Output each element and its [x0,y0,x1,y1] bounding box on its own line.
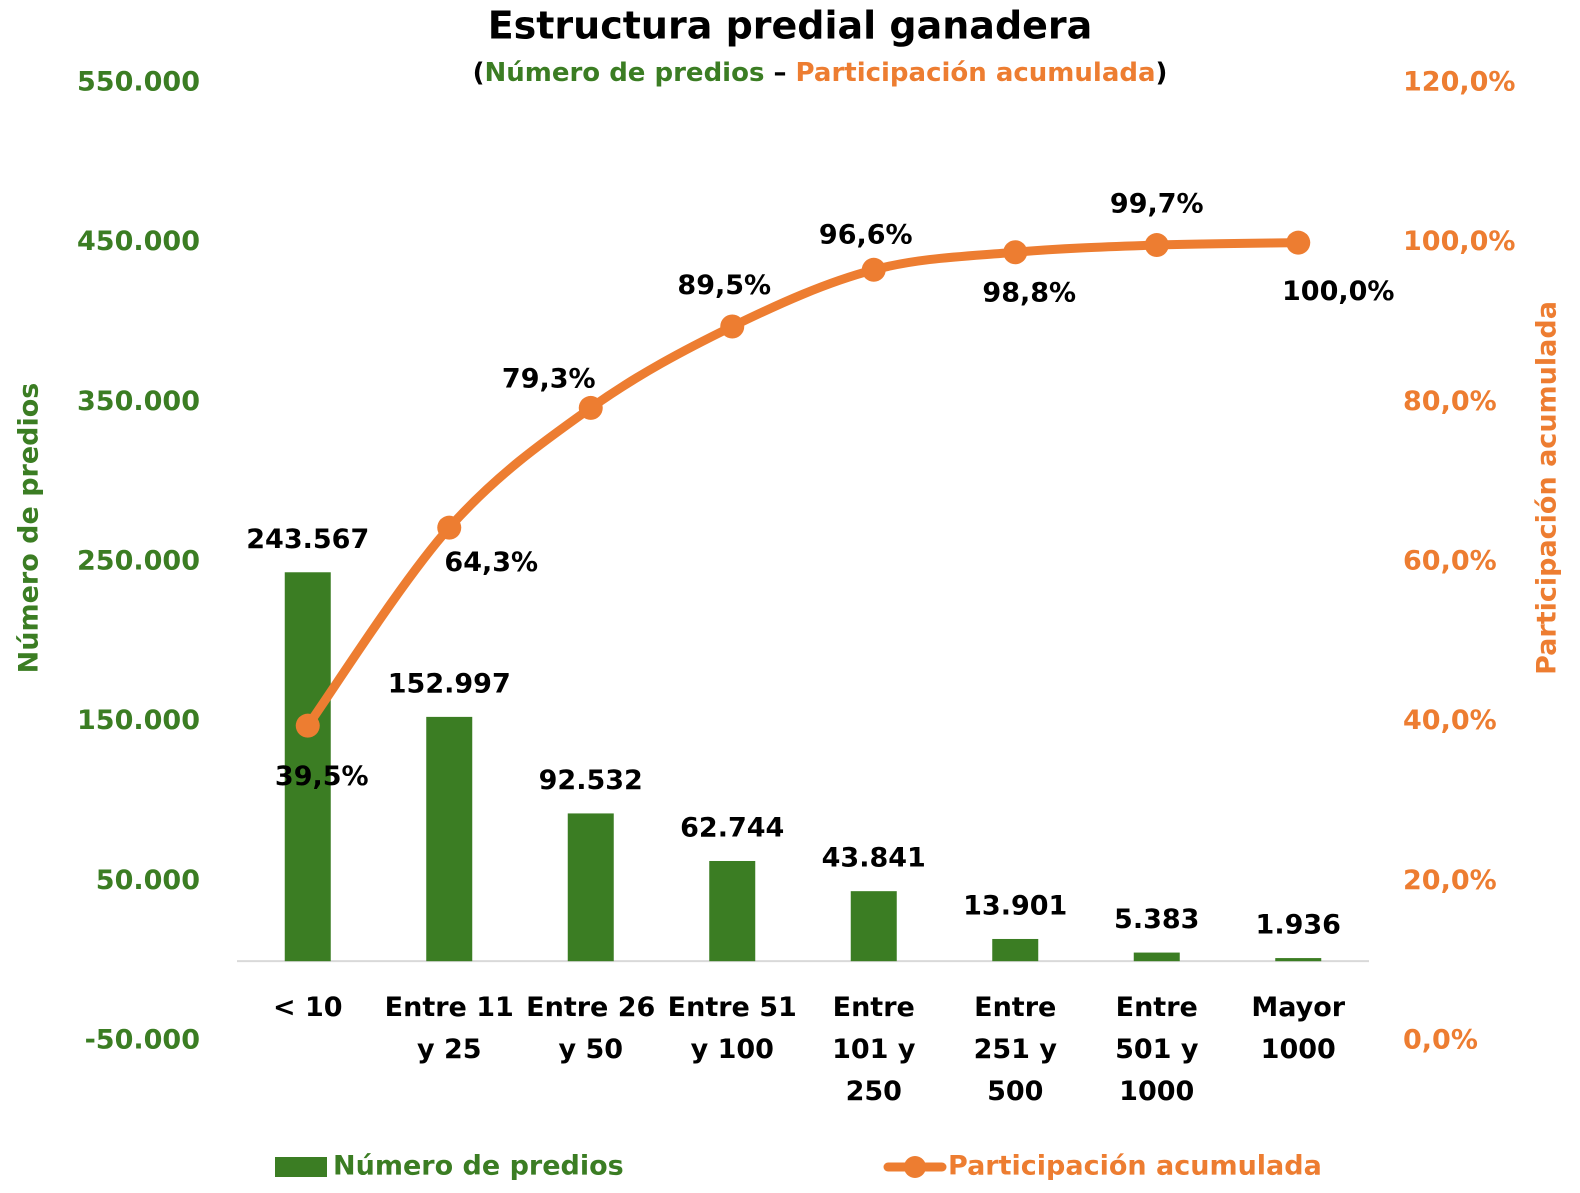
data-label: 96,6% [819,219,913,250]
legend-swatch [275,1157,327,1177]
subtitle-part: ( [473,58,485,88]
legend-swatch [904,1156,926,1178]
line-marker [578,395,603,420]
line-marker [1003,240,1028,265]
data-label: 64,3% [444,547,538,578]
y2-tick-label: 120,0% [1403,67,1515,98]
y2-tick-label: 60,0% [1403,546,1497,577]
data-label: 89,5% [677,270,771,301]
y2-tick-label: 80,0% [1403,386,1497,417]
x-tick-label: Entre 51 y 100 [668,992,797,1065]
x-tick-label: < 10 [273,992,343,1023]
y-axis-label: Número de predios [14,383,45,674]
bar [284,572,331,962]
bar [567,813,614,962]
subtitle-part: Participación acumulada [796,58,1156,88]
x-tick-label: Entre 501 y 1000 [1115,992,1199,1107]
x-tick-label: Entre 11 y 25 [385,992,514,1065]
legend-label: Número de predios [333,1151,624,1182]
bar [1133,952,1180,962]
data-label: 92.532 [539,765,643,796]
y2-tick-label: 20,0% [1403,865,1497,896]
y2-tick-label: 100,0% [1403,226,1515,257]
data-label: 99,7% [1110,189,1204,220]
y2-axis-label: Participación acumulada [1532,301,1563,675]
data-label: 152.997 [388,668,511,699]
y-tick-label: -50.000 [85,1025,200,1056]
data-label: 62.744 [680,812,784,843]
chart-title: Estructura predial ganadera [488,4,1093,48]
data-label: 98,8% [982,278,1076,309]
y-tick-label: 50.000 [96,865,200,896]
line [303,238,1303,731]
x-tick-label: Entre 101 y 250 [832,992,916,1107]
line-marker [720,314,745,339]
y-tick-label: 450.000 [77,226,200,257]
bar [850,891,897,962]
legend-label: Participación acumulada [948,1151,1322,1182]
subtitle-part: Número de predios [484,58,764,88]
data-label: 5.383 [1114,904,1199,935]
data-label: 100,0% [1282,276,1394,307]
y-tick-label: 550.000 [77,67,200,98]
bar [1275,958,1322,962]
line-marker [437,515,462,540]
y2-tick-label: 0,0% [1403,1025,1478,1056]
bar [709,860,756,962]
bar [426,716,473,962]
y2-tick-label: 40,0% [1403,705,1497,736]
y-tick-label: 250.000 [77,546,200,577]
line-marker [861,257,886,282]
data-label: 39,5% [275,761,369,792]
subtitle-part: – [764,58,795,88]
bar [992,938,1039,962]
data-label: 243.567 [246,524,369,555]
x-tick-label: Entre 26 y 50 [526,992,655,1065]
chart-subtitle: (Número de predios – Participación acumu… [473,58,1168,88]
x-tick-label: Mayor 1000 [1251,992,1345,1065]
x-tick-label: Entre 251 y 500 [974,992,1058,1107]
line-marker [295,713,320,738]
data-label: 43.841 [822,843,926,874]
y-tick-label: 150.000 [77,705,200,736]
line-marker [1286,230,1311,255]
line-marker [1144,233,1169,258]
data-label: 13.901 [963,890,1067,921]
y-tick-label: 350.000 [77,386,200,417]
data-label: 1.936 [1256,910,1341,941]
subtitle-part: ) [1156,58,1168,88]
data-label: 79,3% [502,363,596,394]
